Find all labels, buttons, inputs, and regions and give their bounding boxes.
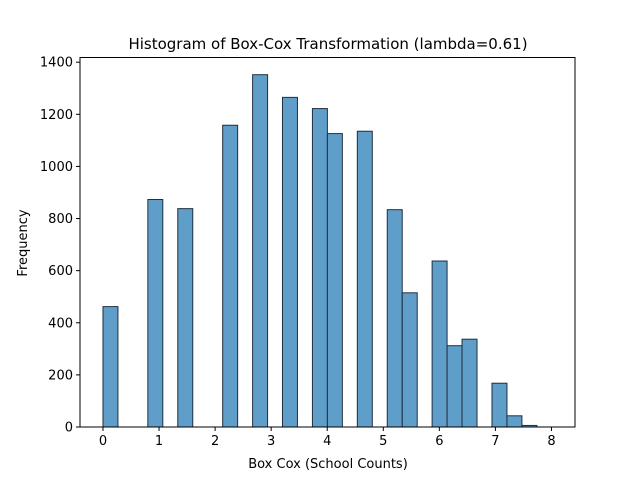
y-tick-label: 600 <box>48 264 73 279</box>
histogram-bar-9 <box>386 209 403 428</box>
y-axis-ticks: 0 200 400 600 800 1000 1200 1400 <box>40 56 80 436</box>
histogram-bar-0 <box>102 306 119 428</box>
x-tick-label: 0 <box>99 434 107 449</box>
y-tick-label: 1000 <box>40 160 73 175</box>
y-tick-label: 1400 <box>40 56 73 71</box>
x-tick-label: 4 <box>323 434 331 449</box>
histogram-bar-11 <box>431 260 448 428</box>
histogram-bar-7 <box>326 133 343 428</box>
histogram-bar-12 <box>446 345 463 428</box>
histogram-bar-14 <box>491 382 508 428</box>
x-tick-label: 6 <box>435 434 443 449</box>
x-tick-label: 2 <box>211 434 219 449</box>
histogram-bar-2 <box>177 208 194 428</box>
y-tick-label: 400 <box>48 316 73 331</box>
histogram-bar-6 <box>311 108 328 428</box>
y-tick-label: 1200 <box>40 108 73 123</box>
x-tick-label: 3 <box>267 434 275 449</box>
x-tick-label: 1 <box>155 434 163 449</box>
y-tick-label: 800 <box>48 212 73 227</box>
histogram-bar-8 <box>356 130 373 428</box>
histogram-bar-3 <box>222 124 239 428</box>
histogram-bar-10 <box>401 292 418 428</box>
x-tick-label: 8 <box>547 434 555 449</box>
y-tick-label: 0 <box>65 421 73 436</box>
histogram-bar-5 <box>281 96 298 428</box>
histogram-bar-1 <box>147 199 164 428</box>
x-tick-label: 7 <box>491 434 499 449</box>
histogram-bar-15 <box>506 415 523 428</box>
histogram-bar-4 <box>252 74 269 428</box>
y-tick-label: 200 <box>48 368 73 383</box>
x-tick-label: 5 <box>379 434 387 449</box>
y-axis-label: Frequency <box>16 209 31 276</box>
chart-title: Histogram of Box-Cox Transformation (lam… <box>128 35 527 53</box>
x-axis-label: Box Cox (School Counts) <box>248 457 408 472</box>
bars-group <box>102 74 538 428</box>
x-axis-ticks: 0 1 2 3 4 5 6 7 8 <box>99 427 556 449</box>
histogram-bar-13 <box>461 338 478 428</box>
